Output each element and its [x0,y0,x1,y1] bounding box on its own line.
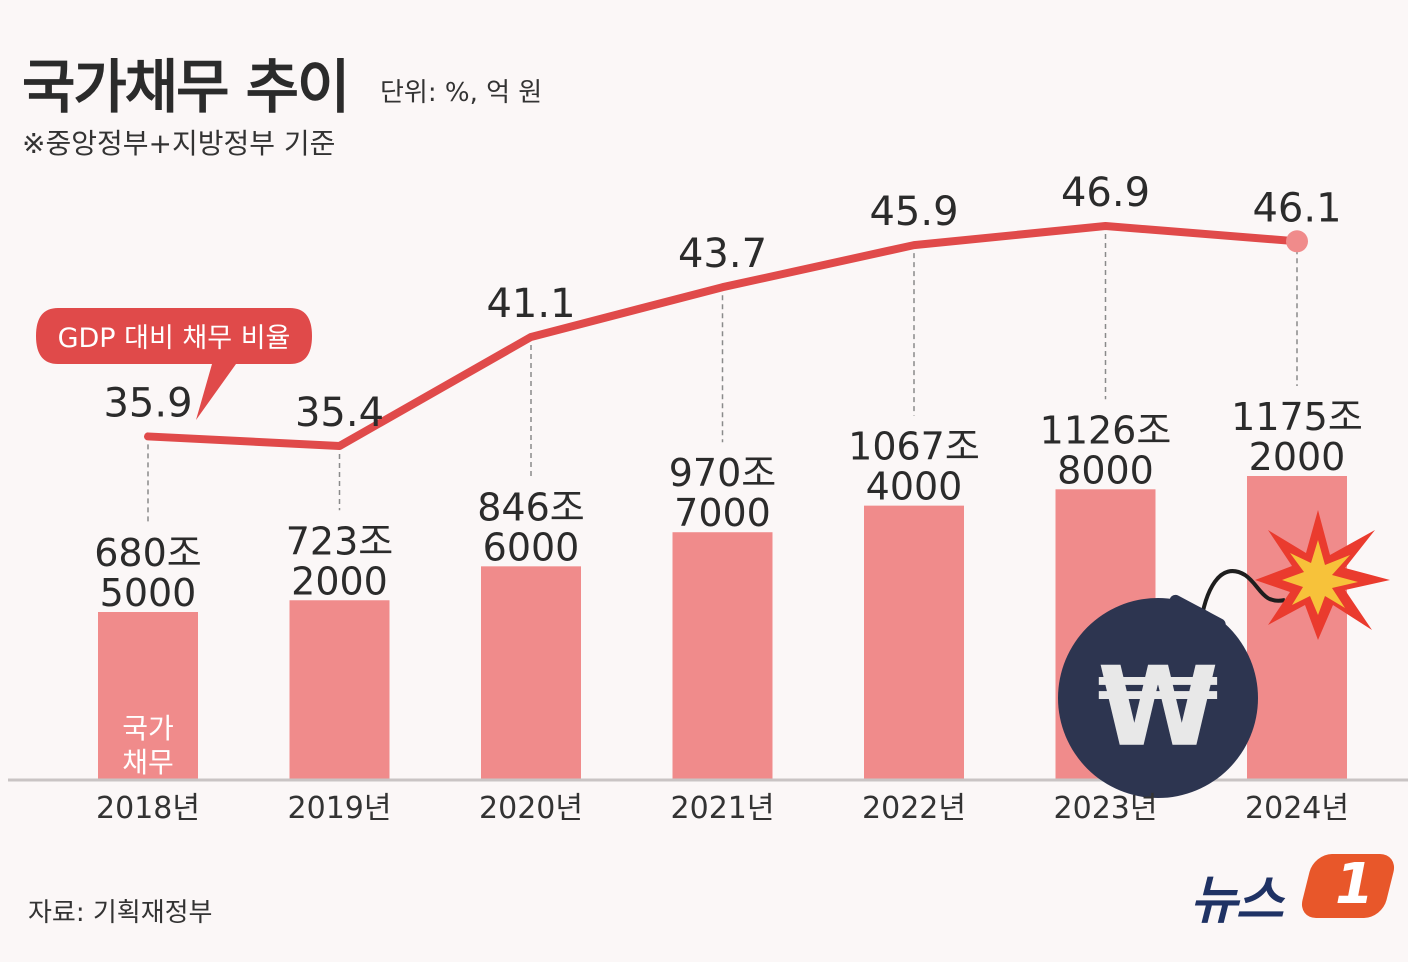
callout-text: GDP 대비 채무 비율 [58,323,291,354]
logo-text: 뉴스 [1190,871,1284,931]
logo-badge-number: 1 [1335,852,1374,917]
category-label: 2024년 [1245,791,1349,826]
line-value-label: 41.1 [486,281,575,327]
source-note: 자료: 기획재정부 [28,898,213,928]
basis-note: ※중앙정부+지방정부 기준 [22,127,336,160]
bar-2021년 [672,532,773,780]
bar-value-label: 1126조 [1040,408,1172,452]
line-value-label: 35.4 [295,390,384,436]
chart-title: 국가채무 추이 [22,53,350,121]
bar-2022년 [864,505,964,780]
svg-text:₩: ₩ [1097,643,1218,771]
explosion-icon [1255,510,1390,640]
bar-value-label: 6000 [483,525,580,569]
bar-inside-label: 채무 [122,746,174,779]
debt-ratio-line [144,222,1301,450]
news1-logo: 뉴스 1 [1190,852,1398,931]
bar-value-label: 7000 [674,491,771,535]
bar-value-label: 1175조 [1231,395,1363,439]
bar-value-label: 970조 [669,451,777,495]
category-label: 2019년 [288,791,392,826]
category-label: 2020년 [479,791,583,826]
category-label: 2018년 [96,791,200,826]
bar-2024년 [1247,476,1347,780]
bar-value-label: 680조 [94,531,202,575]
bar-value-label: 846조 [477,485,585,529]
ratio-callout: GDP 대비 채무 비율 [36,308,312,420]
line-value-label: 46.9 [1061,170,1150,216]
category-label: 2023년 [1054,791,1158,826]
line-end-marker [1286,230,1308,253]
bar-value-label: 4000 [866,465,963,509]
line-value-label: 46.1 [1252,185,1341,231]
unit-label: 단위: %, 억 원 [380,78,543,108]
line-value-label: 43.7 [678,231,767,277]
bomb-icon: ₩ [1058,569,1286,798]
bar-value-label: 1067조 [848,425,980,469]
bar-value-label: 5000 [100,571,197,615]
bar-value-label: 2000 [1249,435,1346,479]
bar-2019년 [289,600,390,780]
bar-2020년 [481,566,581,780]
bar-value-label: 8000 [1057,448,1154,492]
bar-value-label: 723조 [286,519,394,563]
line-value-label: 45.9 [869,189,958,235]
category-label: 2022년 [862,791,966,826]
category-label: 2021년 [671,791,775,826]
bar-inside-label: 국가 [122,712,174,745]
line-value-label: 35.9 [103,380,192,426]
bar-2018년 [98,612,198,780]
bar-value-label: 2000 [291,559,388,603]
